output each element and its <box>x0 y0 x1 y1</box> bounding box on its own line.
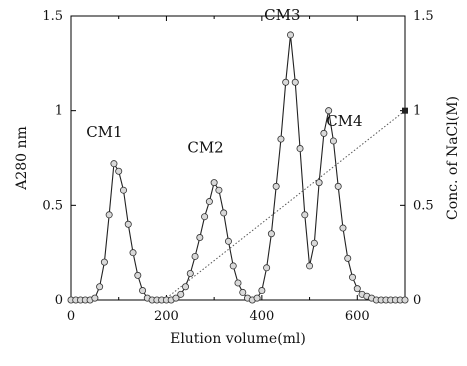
data-point <box>182 283 190 291</box>
data-point <box>105 211 113 219</box>
data-point <box>239 288 247 296</box>
data-point <box>215 186 223 194</box>
data-point <box>124 220 132 228</box>
data-point <box>139 287 147 295</box>
y-tick-label: 0 <box>55 293 63 308</box>
x-tick-label: 200 <box>154 309 179 324</box>
y2-tick-label: 0.5 <box>413 198 434 213</box>
y2-tick-label: 1 <box>413 104 421 119</box>
x-tick-label: 0 <box>67 309 75 324</box>
peak-label: CM2 <box>187 138 223 156</box>
data-point <box>329 137 337 145</box>
y-axis-title: A280 nm <box>14 126 30 191</box>
data-point <box>196 234 204 242</box>
endpoint-marker <box>402 107 408 114</box>
data-point <box>353 285 361 293</box>
x-tick-label: 400 <box>249 309 274 324</box>
chart-lines <box>71 34 406 301</box>
y-tick-label: 0.5 <box>42 198 63 213</box>
data-point <box>320 129 328 137</box>
chart-points <box>67 31 409 304</box>
axes: 0 200 400 600 0 0.5 1 1.5 0 0.5 1 1.5 Elution volume… <box>14 9 461 347</box>
data-point <box>286 31 294 39</box>
data-point <box>253 294 261 302</box>
data-point <box>263 264 271 272</box>
peak-label: CM1 <box>86 123 122 141</box>
data-point <box>277 135 285 143</box>
data-point <box>129 249 137 257</box>
data-point <box>91 294 99 302</box>
data-point <box>349 273 357 281</box>
peak-label: CM3 <box>264 6 300 24</box>
data-point <box>201 213 209 221</box>
data-point <box>110 160 118 168</box>
data-point <box>339 224 347 232</box>
data-point <box>315 179 323 187</box>
data-point <box>234 279 242 287</box>
data-point <box>325 107 333 115</box>
data-point <box>186 269 194 277</box>
data-point <box>272 182 280 190</box>
y-tick-label: 1 <box>55 104 63 119</box>
data-point <box>172 294 180 302</box>
data-point <box>296 145 304 153</box>
data-point <box>177 290 185 298</box>
data-point <box>229 262 237 270</box>
series-line-0 <box>71 34 405 301</box>
data-point <box>100 258 108 266</box>
plot-frame <box>70 15 406 301</box>
data-point <box>220 209 228 217</box>
data-point <box>344 254 352 262</box>
data-point <box>301 211 309 219</box>
data-point <box>306 262 314 270</box>
data-point <box>96 283 104 291</box>
y2-tick-label: 1.5 <box>413 9 434 24</box>
x-axis-title: Elution volume(ml) <box>170 331 306 347</box>
data-point <box>115 167 123 175</box>
data-point <box>210 179 218 187</box>
y2-tick-label: 0 <box>413 293 421 308</box>
data-point <box>291 78 299 86</box>
data-point <box>310 239 318 247</box>
data-point <box>134 271 142 279</box>
data-point <box>258 287 266 295</box>
x-tick-label: 600 <box>345 309 370 324</box>
data-point <box>205 198 213 206</box>
data-point <box>119 186 127 194</box>
y2-axis-title: Conc. of NaCl(M) <box>445 96 461 220</box>
data-point <box>267 230 275 238</box>
chart-labels: CM1 CM2 CM3 CM4 <box>86 6 362 157</box>
data-point <box>401 296 409 304</box>
data-point <box>334 182 342 190</box>
data-point <box>282 78 290 86</box>
peak-label: CM4 <box>326 112 362 130</box>
data-point <box>191 252 199 260</box>
data-point <box>224 237 232 245</box>
y-tick-label: 1.5 <box>42 9 63 24</box>
